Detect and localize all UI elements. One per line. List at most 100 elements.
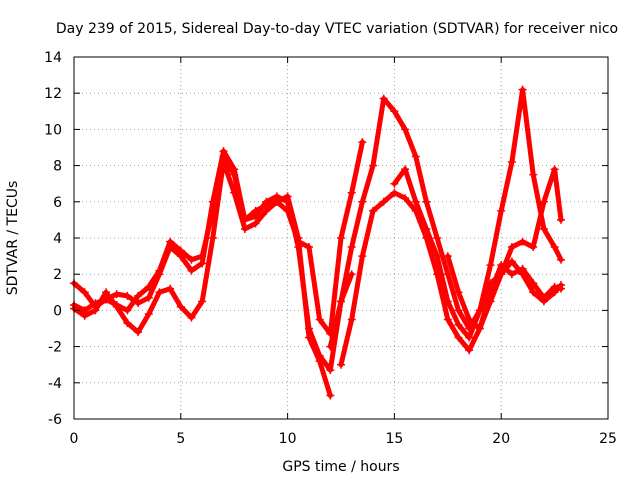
data-point [475, 306, 484, 315]
data-point [198, 297, 207, 306]
data-point [454, 306, 463, 315]
data-point [315, 357, 324, 366]
x-tick-label: 0 [70, 431, 79, 447]
data-point [80, 288, 89, 297]
y-tick-label: -4 [48, 376, 62, 392]
data-point [326, 366, 335, 375]
data-point [347, 243, 356, 252]
y-tick-label: 10 [44, 122, 62, 138]
y-tick-label: -6 [48, 412, 62, 428]
data-point [454, 288, 463, 297]
data-point [176, 252, 185, 261]
data-point [550, 282, 559, 291]
data-point [369, 206, 378, 215]
data-point [443, 297, 452, 306]
data-point [390, 179, 399, 188]
data-point [337, 360, 345, 369]
data-point [219, 147, 228, 156]
data-point [529, 279, 538, 288]
y-tick-label: 6 [53, 195, 62, 211]
data-point [507, 157, 516, 166]
data-point [539, 224, 548, 233]
data-point [433, 252, 442, 261]
data-point [187, 313, 196, 322]
data-point [337, 234, 345, 242]
data-point [134, 328, 143, 337]
data-point [358, 197, 367, 206]
x-axis-label: GPS time / hours [282, 459, 399, 475]
data-point [422, 224, 431, 233]
data-point [123, 319, 132, 328]
x-tick-label: 20 [492, 431, 510, 447]
data-point [497, 206, 506, 215]
data-point [379, 94, 388, 103]
data-point [401, 125, 410, 134]
x-tick-label: 15 [385, 431, 403, 447]
series-arc-3 [71, 159, 333, 398]
data-point [155, 288, 164, 297]
series-arc-2 [71, 139, 365, 337]
data-point [557, 255, 566, 264]
axis-ticks [73, 56, 609, 420]
data-point [401, 165, 410, 174]
data-point [144, 293, 153, 302]
data-point [422, 197, 431, 206]
data-point [529, 170, 538, 179]
data-point [123, 306, 132, 315]
data-point [326, 391, 335, 400]
data-point [401, 194, 410, 203]
data-point [358, 138, 367, 147]
data-point [187, 266, 196, 275]
y-axis-label: SDTVAR / TECUs [5, 181, 21, 296]
data-point [198, 259, 207, 268]
data-point [262, 206, 271, 215]
x-tick-label: 10 [279, 431, 297, 447]
data-point [507, 270, 516, 279]
y-tick-label: -2 [48, 340, 62, 356]
data-point [326, 342, 335, 351]
data-point [497, 270, 506, 279]
data-point [557, 215, 566, 224]
data-point [433, 234, 442, 242]
data-point [347, 188, 356, 197]
data-point [134, 299, 143, 308]
data-point [134, 291, 143, 300]
data-point [112, 290, 121, 299]
data-point [283, 192, 292, 201]
y-tick-label: 2 [53, 267, 62, 283]
y-tick-label: 12 [44, 86, 62, 102]
data-point [112, 302, 121, 311]
data-point [230, 165, 239, 174]
data-point [208, 234, 217, 242]
data-point [91, 306, 100, 315]
y-tick-label: 4 [53, 231, 62, 247]
data-point [529, 288, 538, 297]
data-point [155, 270, 164, 279]
data-point [518, 237, 527, 246]
data-point [80, 311, 89, 320]
data-point [443, 252, 452, 261]
data-point [304, 243, 313, 252]
data-point [539, 197, 548, 206]
data-point [550, 243, 559, 252]
data-point [411, 197, 420, 206]
data-point [102, 288, 111, 297]
x-tick-label: 5 [176, 431, 185, 447]
series-layer [70, 85, 566, 400]
data-point [411, 152, 420, 161]
series-arc-7 [445, 166, 564, 331]
data-point [390, 188, 399, 197]
data-point [465, 315, 474, 324]
series-arc-5 [338, 190, 564, 368]
data-point [347, 315, 356, 324]
data-point [251, 206, 260, 215]
data-point [251, 219, 260, 228]
y-tick-label: 0 [53, 303, 62, 319]
data-point [337, 297, 345, 306]
data-point [369, 161, 378, 170]
data-point [315, 315, 324, 324]
data-point [550, 165, 559, 174]
y-tick-label: 8 [53, 159, 62, 175]
chart-title: Day 239 of 2015, Sidereal Day-to-day VTE… [56, 21, 618, 37]
data-point [518, 85, 527, 94]
